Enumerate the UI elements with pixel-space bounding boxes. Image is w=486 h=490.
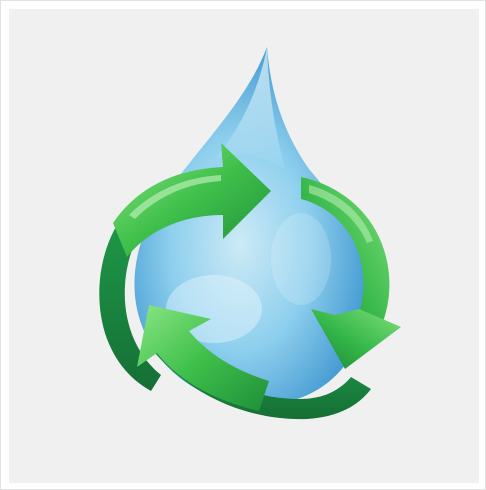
recycle-water-drop-illustration (99, 47, 401, 420)
image-panel (9, 9, 479, 483)
recycle-arrows-icon (99, 143, 401, 420)
